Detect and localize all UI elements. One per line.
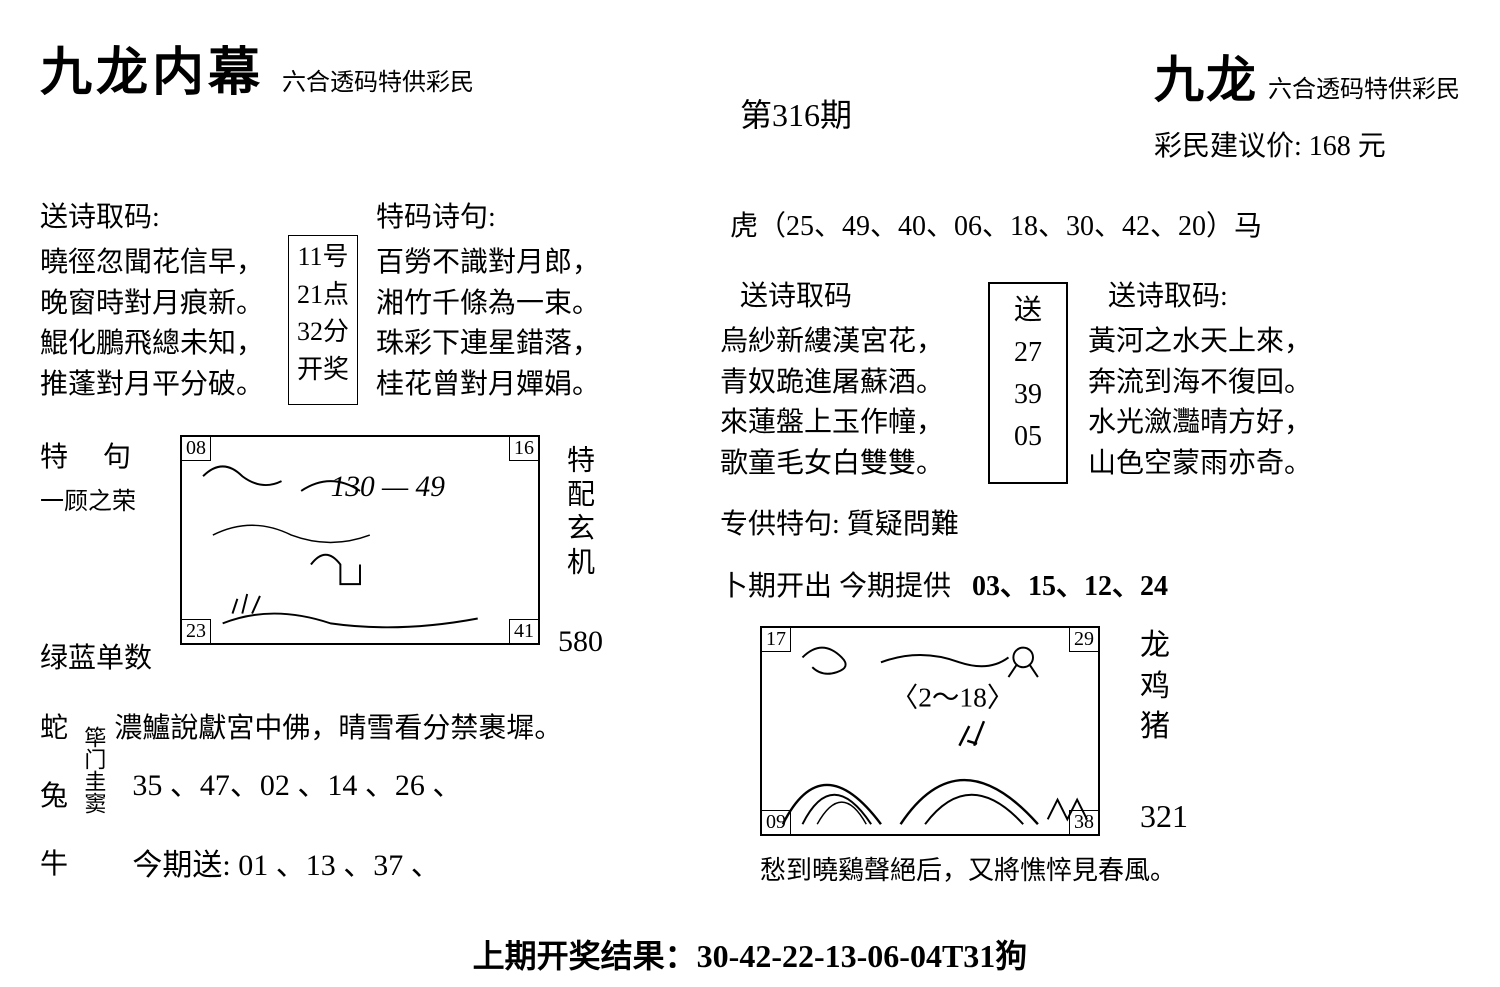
poem2-l4: 桂花曾對月嬋娟。 — [376, 365, 606, 406]
footer: 上期开奖结果：30-42-22-13-06-04T31狗 — [0, 931, 1500, 977]
right-title-block: 九龙 六合透码特供彩民 彩民建议价: 168 元 — [1154, 40, 1460, 164]
poem1-header: 送诗取码: — [40, 195, 270, 235]
draw-nums: 03、15、12、24 — [972, 571, 1168, 602]
right-poem1-col: 送诗取码 烏紗新縷漢宮花， 青奴跪進屠蘇酒。 來蓮盤上玉作幢， 歌童毛女白雙雙。 — [720, 274, 980, 484]
issue-no: 第316期 — [740, 90, 852, 136]
poem1-l1: 曉徑忽聞花信早， — [40, 243, 270, 284]
right-zodiac: 龙 鸡 猪 — [1140, 626, 1188, 748]
draw-label: 卜期开出 今期提供 — [720, 571, 951, 602]
side-top2: 一顾之荣 — [40, 481, 180, 516]
right-mid-right: 龙 鸡 猪 321 — [1140, 626, 1188, 835]
right-title-row: 九龙 六合透码特供彩民 — [1154, 40, 1460, 112]
rp2-l1: 黃河之水天上來， — [1088, 322, 1348, 363]
right-sketch-svg: 〈2～18〉 — [762, 628, 1098, 834]
price-line: 彩民建议价: 168 元 — [1154, 124, 1460, 164]
svg-text:130 — 49: 130 — 49 — [331, 471, 446, 503]
poem2-l2: 湘竹千條為一束。 — [376, 284, 606, 325]
num-321: 321 — [1140, 798, 1188, 835]
poem2-header: 特码诗句: — [376, 195, 606, 235]
rp2-l4: 山色空蒙雨亦奇。 — [1088, 444, 1348, 485]
poem1-col: 送诗取码: 曉徑忽聞花信早， 晚窗時對月痕新。 鯤化鵬飛總未知， 推蓬對月平分破… — [40, 195, 270, 405]
left-main-title: 九龙内幕 — [40, 30, 264, 105]
side-top1: 特 句 — [40, 435, 180, 475]
sendbox-r4: 05 — [990, 416, 1066, 458]
left-sketch: 08 16 23 41 130 — 49 — [180, 435, 540, 645]
left-bottom-text: 濃鱸說獻宮中佛，晴雪看分禁裹墀。 35 、47、02 、14 、26 、 今期送… — [114, 706, 562, 910]
timebox-r2: 21点 — [289, 276, 357, 314]
poem2-col: 特码诗句: 百勞不識對月郎， 湘竹千條為一束。 珠彩下連星錯落， 桂花曾對月嬋娟… — [376, 195, 606, 405]
rp2-l2: 奔流到海不復回。 — [1088, 363, 1348, 404]
rp1-l4: 歌童毛女白雙雙。 — [720, 444, 980, 485]
poem2-l1: 百勞不識對月郎， — [376, 243, 606, 284]
vert-label: 特配玄机 — [558, 445, 598, 585]
rz-3: 猪 — [1140, 707, 1188, 748]
left-panel: 九龙内幕 六合透码特供彩民 送诗取码: 曉徑忽聞花信早， 晚窗時對月痕新。 鯤化… — [40, 30, 660, 910]
timebox-r4: 开奖 — [289, 351, 357, 389]
zodiac-line: 虎（25、49、40、06、18、30、42、20）马 — [730, 204, 1460, 244]
sendbox-r1: 送 — [990, 290, 1066, 332]
num-580: 580 — [558, 625, 603, 659]
left-title-row: 九龙内幕 六合透码特供彩民 — [40, 30, 660, 105]
poem2-l3: 珠彩下連星錯落， — [376, 324, 606, 365]
rp1-l3: 來蓮盤上玉作幢， — [720, 403, 980, 444]
svg-text:〈2～18〉: 〈2～18〉 — [891, 683, 1015, 713]
timebox-r3: 32分 — [289, 313, 357, 351]
zodiac-col: 蛇 兔 牛 — [40, 706, 80, 910]
right-poem2-header: 送诗取码: — [1108, 274, 1348, 314]
right-header: 第316期 九龙 六合透码特供彩民 彩民建议价: 168 元 — [720, 40, 1460, 164]
rp2-l3: 水光瀲灩晴方好， — [1088, 403, 1348, 444]
left-sketch-svg: 130 — 49 — [182, 437, 538, 643]
rz-1: 龙 — [1140, 626, 1188, 667]
poem1-l3: 鯤化鵬飛總未知， — [40, 324, 270, 365]
zodiac-1: 蛇 — [40, 706, 80, 746]
bimen: 筚门圭窦 — [80, 726, 106, 910]
left-couplet: 濃鱸說獻宮中佛，晴雪看分禁裹墀。 — [114, 706, 562, 746]
zodiac-3: 牛 — [40, 842, 80, 882]
left-subtitle: 六合透码特供彩民 — [282, 62, 474, 97]
left-poem-block: 送诗取码: 曉徑忽聞花信早， 晚窗時對月痕新。 鯤化鵬飛總未知， 推蓬對月平分破… — [40, 195, 660, 405]
left-mid-left: 特 句 一顾之荣 绿蓝单数 — [40, 435, 180, 676]
timebox-r1: 11号 — [289, 238, 357, 276]
send-box: 送 27 39 05 — [988, 282, 1068, 484]
zodiac-2: 兔 — [40, 774, 80, 814]
right-main-title: 九龙 — [1154, 40, 1258, 112]
time-box: 11号 21点 32分 开奖 — [288, 235, 358, 405]
right-mid: 17 29 09 38 〈2～18〉 — [760, 626, 1460, 836]
right-poem1-header: 送诗取码 — [740, 274, 980, 314]
sendbox-r2: 27 — [990, 332, 1066, 374]
left-mid: 特 句 一顾之荣 绿蓝单数 08 16 23 41 130 — 49 — [40, 435, 660, 676]
draw-line: 卜期开出 今期提供 03、15、12、24 — [720, 564, 1460, 604]
side-bottom: 绿蓝单数 — [40, 636, 180, 676]
poem1-l4: 推蓬對月平分破。 — [40, 365, 270, 406]
right-poem2-col: 送诗取码: 黃河之水天上來， 奔流到海不復回。 水光瀲灩晴方好， 山色空蒙雨亦奇… — [1088, 274, 1348, 484]
left-mid-right: 特配玄机 580 — [558, 435, 603, 659]
rp1-l2: 青奴跪進屠蘇酒。 — [720, 363, 980, 404]
right-poem-block: 送诗取码 烏紗新縷漢宮花， 青奴跪進屠蘇酒。 來蓮盤上玉作幢， 歌童毛女白雙雙。… — [720, 274, 1460, 484]
special-line: 专供特句: 質疑問難 — [720, 502, 1460, 542]
rp1-l1: 烏紗新縷漢宮花， — [720, 322, 980, 363]
sendbox-r3: 39 — [990, 374, 1066, 416]
right-sketch: 17 29 09 38 〈2～18〉 — [760, 626, 1100, 836]
right-couplet: 愁到曉鷄聲絕后，又將憔悴見春風。 — [760, 850, 1460, 887]
rz-2: 鸡 — [1140, 667, 1188, 708]
poem1-l2: 晚窗時對月痕新。 — [40, 284, 270, 325]
right-panel: 第316期 九龙 六合透码特供彩民 彩民建议价: 168 元 虎（25、49、4… — [720, 40, 1460, 887]
page: 九龙内幕 六合透码特供彩民 送诗取码: 曉徑忽聞花信早， 晚窗時對月痕新。 鯤化… — [0, 0, 1500, 987]
left-num-row: 35 、47、02 、14 、26 、 — [132, 760, 562, 804]
left-bottom: 蛇 兔 牛 筚门圭窦 濃鱸說獻宮中佛，晴雪看分禁裹墀。 35 、47、02 、1… — [40, 706, 660, 910]
right-subtitle: 六合透码特供彩民 — [1268, 69, 1460, 104]
left-send-row: 今期送: 01 、13 、37 、 — [132, 840, 562, 884]
